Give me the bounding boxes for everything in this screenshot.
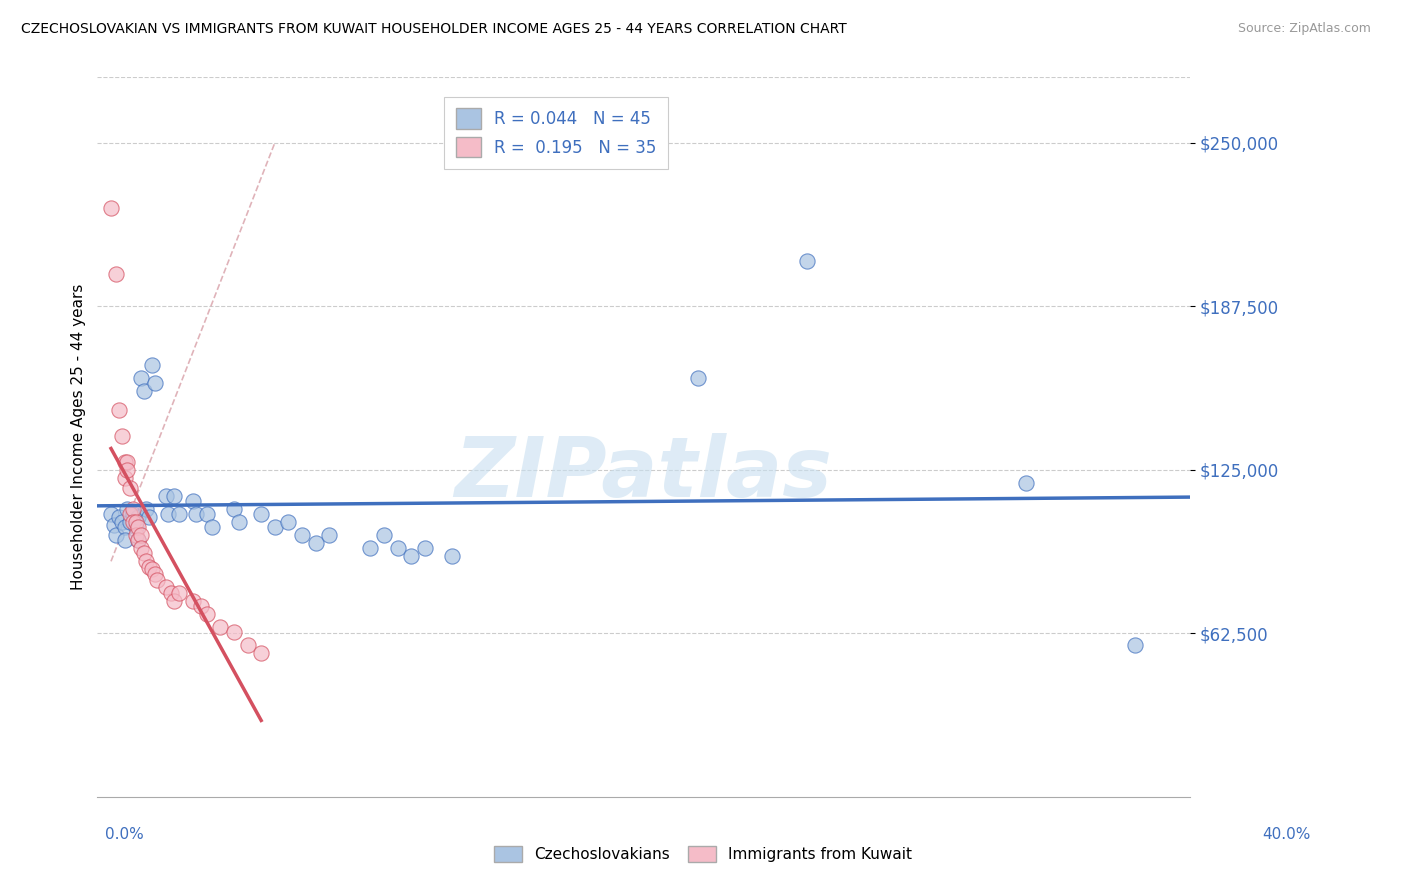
Text: ZIPatlas: ZIPatlas [454, 433, 832, 514]
Text: 40.0%: 40.0% [1263, 827, 1310, 841]
Point [135, 502, 157, 516]
Point [228, 515, 250, 529]
Point [132, 546, 155, 560]
Point [359, 541, 381, 556]
Point [181, 494, 204, 508]
Point [127, 533, 149, 548]
Point [108, 509, 131, 524]
Point [373, 528, 395, 542]
Point [441, 549, 464, 563]
Point [163, 489, 186, 503]
Point [796, 253, 818, 268]
Point [114, 533, 136, 548]
Point [111, 429, 134, 443]
Point [250, 646, 273, 660]
Point [155, 581, 177, 595]
Point [121, 502, 143, 516]
Point [141, 358, 163, 372]
Point [117, 463, 139, 477]
Point [181, 593, 204, 607]
Point [146, 573, 169, 587]
Point [163, 593, 186, 607]
Point [1015, 475, 1038, 490]
Point [100, 508, 122, 522]
Point [143, 567, 166, 582]
Point [169, 508, 191, 522]
Point [138, 559, 160, 574]
Legend: Czechoslovakians, Immigrants from Kuwait: Czechoslovakians, Immigrants from Kuwait [488, 839, 918, 868]
Point [184, 508, 207, 522]
Point [121, 515, 143, 529]
Point [132, 384, 155, 399]
Point [1123, 638, 1146, 652]
Point [195, 607, 218, 621]
Point [114, 470, 136, 484]
Point [157, 508, 180, 522]
Point [127, 533, 149, 548]
Point [401, 549, 423, 563]
Point [686, 371, 709, 385]
Point [124, 520, 146, 534]
Point [129, 371, 152, 385]
Legend: R = 0.044   N = 45, R =  0.195   N = 35: R = 0.044 N = 45, R = 0.195 N = 35 [444, 96, 668, 169]
Point [155, 489, 177, 503]
Point [222, 502, 245, 516]
Point [143, 376, 166, 391]
Point [277, 515, 299, 529]
Point [120, 481, 142, 495]
Point [263, 520, 285, 534]
Point [117, 502, 139, 516]
Point [201, 520, 224, 534]
Point [222, 624, 245, 639]
Point [121, 508, 143, 522]
Text: Source: ZipAtlas.com: Source: ZipAtlas.com [1237, 22, 1371, 36]
Point [105, 267, 128, 281]
Point [138, 509, 160, 524]
Point [305, 536, 328, 550]
Point [236, 638, 259, 652]
Point [120, 508, 142, 522]
Point [120, 515, 142, 529]
Point [100, 201, 122, 215]
Point [160, 585, 183, 599]
Point [117, 455, 139, 469]
Point [135, 554, 157, 568]
Point [387, 541, 409, 556]
Point [124, 515, 146, 529]
Point [114, 455, 136, 469]
Text: 0.0%: 0.0% [105, 827, 145, 841]
Point [413, 541, 436, 556]
Point [127, 520, 149, 534]
Point [141, 562, 163, 576]
Point [105, 528, 128, 542]
Point [318, 528, 340, 542]
Point [108, 402, 131, 417]
Point [169, 585, 191, 599]
Point [195, 508, 218, 522]
Point [114, 520, 136, 534]
Point [291, 528, 314, 542]
Y-axis label: Householder Income Ages 25 - 44 years: Householder Income Ages 25 - 44 years [72, 284, 86, 591]
Point [190, 599, 212, 613]
Point [209, 620, 232, 634]
Text: CZECHOSLOVAKIAN VS IMMIGRANTS FROM KUWAIT HOUSEHOLDER INCOME AGES 25 - 44 YEARS : CZECHOSLOVAKIAN VS IMMIGRANTS FROM KUWAI… [21, 22, 846, 37]
Point [129, 541, 152, 556]
Point [124, 528, 146, 542]
Point [103, 517, 125, 532]
Point [127, 509, 149, 524]
Point [111, 515, 134, 529]
Point [129, 528, 152, 542]
Point [250, 508, 273, 522]
